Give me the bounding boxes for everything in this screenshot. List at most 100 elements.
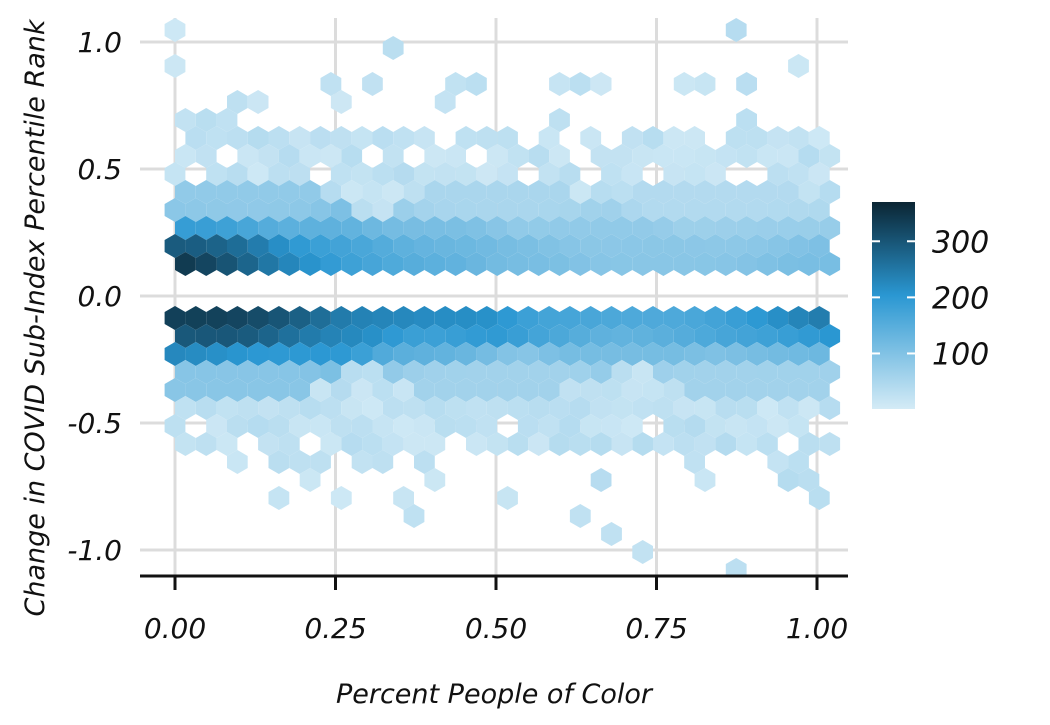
- hex-bin-369: [403, 360, 425, 384]
- hex-bin-413: [642, 378, 664, 402]
- hex-bin-42: [642, 126, 664, 150]
- hex-bin-509: [819, 432, 841, 456]
- hex-bin-296: [216, 324, 238, 348]
- hex-bin-64: [549, 144, 570, 168]
- hex-bin-405: [476, 378, 498, 402]
- hex-bin-39: [538, 126, 560, 150]
- hex-bin-183: [528, 216, 550, 240]
- hex-bin-99: [767, 162, 789, 186]
- hex-bin-310: [507, 324, 529, 348]
- hex-bin-57: [341, 144, 363, 168]
- hex-bin-411: [601, 378, 622, 402]
- hex-bin-90: [476, 162, 498, 186]
- hex-bin-82: [289, 162, 311, 186]
- hex-bin-77: [164, 162, 186, 186]
- hex-bin-439: [528, 396, 550, 420]
- hex-bin-169: [237, 216, 259, 240]
- hex-bin-142: [330, 198, 352, 222]
- hex-bin-494: [486, 432, 508, 456]
- hex-bin-526: [268, 486, 290, 510]
- hex-bin-283: [601, 306, 622, 330]
- hex-bin-210: [414, 234, 435, 258]
- hex-bin-189: [653, 216, 674, 240]
- hex-bin-23: [736, 108, 757, 132]
- hex-bin-512: [289, 450, 311, 474]
- hex-bin-111: [362, 180, 383, 204]
- hex-bin-362: [258, 360, 279, 384]
- hex-bin-263: [185, 306, 207, 330]
- hex-bin-412: [621, 378, 643, 402]
- hex-bin-200: [206, 234, 227, 258]
- hex-bin-527: [330, 486, 352, 510]
- hex-bin-194: [757, 216, 778, 240]
- hex-bin-122: [590, 180, 612, 204]
- x-tick-label: 0.50: [465, 612, 527, 645]
- hex-bin-123: [611, 180, 633, 204]
- hex-bin-250: [590, 252, 612, 276]
- hex-bin-187: [611, 216, 633, 240]
- y-tick-label: 0.0: [77, 280, 122, 313]
- hex-bin-233: [237, 252, 259, 276]
- hex-bin-65: [590, 144, 612, 168]
- hex-bin-528: [393, 486, 414, 510]
- hex-bin-445: [653, 396, 674, 420]
- hex-bin-180: [466, 216, 487, 240]
- hex-bin-110: [341, 180, 363, 204]
- hex-bin-532: [569, 504, 591, 528]
- x-tick-label: 0.25: [304, 612, 366, 645]
- hex-bin-12: [673, 72, 695, 96]
- hex-bin-34: [393, 126, 414, 150]
- hex-bin-192: [715, 216, 737, 240]
- hex-bin-185: [569, 216, 591, 240]
- hex-bin-345: [559, 342, 581, 366]
- hex-bin-454: [164, 414, 186, 438]
- hex-bin-139: [268, 198, 290, 222]
- hex-bin-334: [330, 342, 352, 366]
- hex-bin-140: [289, 198, 311, 222]
- hex-bin-325: [819, 324, 841, 348]
- hex-bin-335: [351, 342, 373, 366]
- hex-bin-240: [382, 252, 404, 276]
- hex-bin-132: [798, 180, 820, 204]
- hex-bin-376: [549, 360, 570, 384]
- hex-bin-317: [653, 324, 674, 348]
- hex-bin-44: [684, 126, 705, 150]
- hex-bin-138: [247, 198, 269, 222]
- hex-bin-181: [486, 216, 508, 240]
- hex-bin-208: [372, 234, 394, 258]
- hex-bin-399: [351, 378, 373, 402]
- hex-bin-476: [684, 414, 705, 438]
- hex-bin-222: [663, 234, 685, 258]
- hex-bin-354: [746, 342, 768, 366]
- hex-bin-107: [278, 180, 300, 204]
- hex-bin-290: [746, 306, 768, 330]
- hex-bin-232: [216, 252, 238, 276]
- hex-bin-463: [372, 414, 394, 438]
- hex-bin-391: [185, 378, 207, 402]
- hex-bin-262: [164, 306, 186, 330]
- hex-bin-114: [424, 180, 446, 204]
- hex-bin-374: [507, 360, 529, 384]
- hex-bin-257: [736, 252, 757, 276]
- hex-bin-523: [694, 468, 716, 492]
- hex-bin-380: [632, 360, 653, 384]
- hex-bin-432: [382, 396, 404, 420]
- hex-bin-203: [268, 234, 290, 258]
- hex-bin-319: [694, 324, 716, 348]
- hex-bin-102: [175, 180, 196, 204]
- hex-bin-170: [258, 216, 279, 240]
- hex-bin-498: [569, 432, 591, 456]
- y-tick-label: -1.0: [67, 534, 122, 567]
- hex-bin-517: [684, 450, 705, 474]
- hex-bin-17: [330, 90, 352, 114]
- hex-bin-460: [310, 414, 331, 438]
- hex-bin-242: [424, 252, 446, 276]
- hex-bin-33: [372, 126, 394, 150]
- hex-bin-379: [611, 360, 633, 384]
- hex-bin-521: [424, 468, 446, 492]
- hex-bin-223: [684, 234, 705, 258]
- hex-bin-177: [403, 216, 425, 240]
- hex-bin-157: [642, 198, 664, 222]
- hex-bin-119: [528, 180, 550, 204]
